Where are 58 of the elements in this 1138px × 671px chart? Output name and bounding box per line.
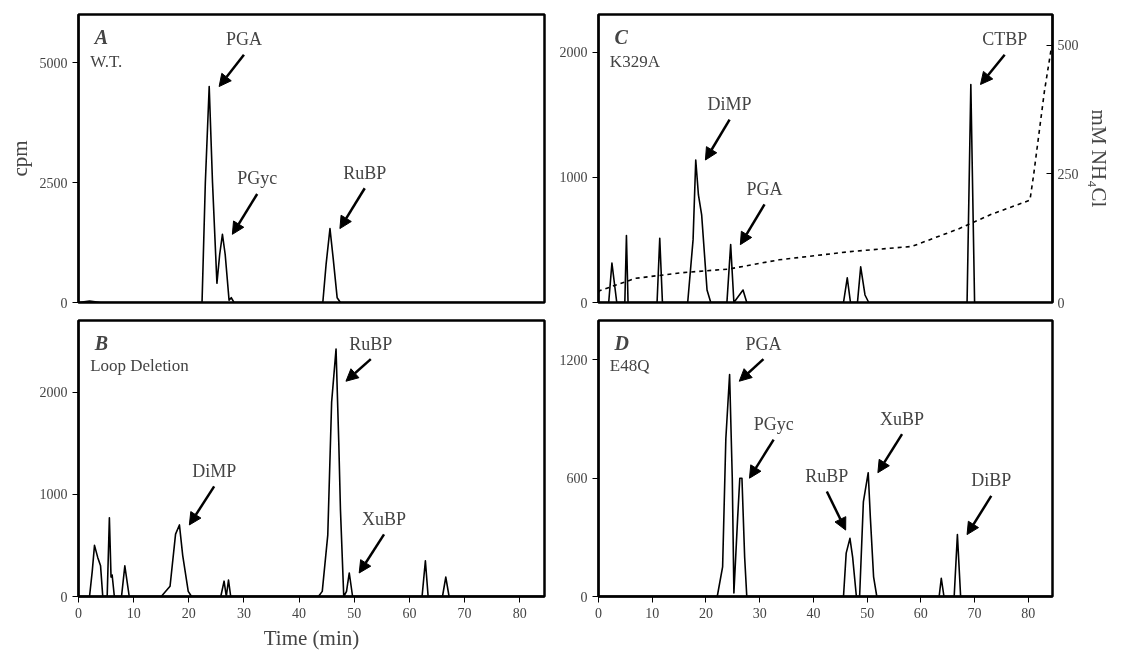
- annotation: PGA: [746, 178, 783, 199]
- x-tick-label: 70: [457, 605, 472, 621]
- x-tick-label: 60: [402, 605, 417, 621]
- y-tick-label: 0: [60, 295, 68, 311]
- x-tick-label: 40: [292, 605, 307, 621]
- x-tick-label: 10: [126, 605, 141, 621]
- annotation: XuBP: [362, 508, 407, 529]
- x-tick-label: 80: [512, 605, 527, 621]
- annotation: XuBP: [880, 408, 925, 429]
- text: W.T.: [90, 51, 123, 71]
- y2-tick-label: 250: [1057, 166, 1079, 182]
- x-tick-label: 0: [595, 605, 602, 621]
- x-tick-label: 40: [806, 605, 821, 621]
- x-tick-label: 80: [1021, 605, 1036, 621]
- text: Loop Deletion: [90, 356, 190, 376]
- x-tick-label: 50: [347, 605, 362, 621]
- annotation: PGA: [745, 333, 782, 354]
- y2-tick-label: 500: [1057, 38, 1079, 54]
- annotation: DiMP: [192, 460, 237, 481]
- y-tick-label: 2000: [39, 385, 68, 401]
- y-tick-label: 1000: [39, 487, 68, 503]
- annotation: DiBP: [971, 470, 1012, 491]
- y-tick-label: 0: [580, 589, 588, 605]
- y-tick-label: 5000: [39, 55, 68, 71]
- text: A: [92, 26, 109, 49]
- x-tick-label: 60: [913, 605, 928, 621]
- text: D: [613, 331, 629, 354]
- annotation: PGyc: [237, 168, 278, 189]
- text: C: [614, 26, 629, 49]
- x-tick-label: 20: [181, 605, 196, 621]
- text: B: [93, 331, 109, 354]
- annotation: RuBP: [349, 333, 393, 354]
- x-tick-label: 10: [645, 605, 660, 621]
- annotation: DiMP: [707, 93, 752, 114]
- y-tick-label: 0: [580, 295, 588, 311]
- text: K329A: [609, 51, 661, 71]
- y-tick-label: 1000: [559, 170, 588, 186]
- y-tick-label: 0: [60, 589, 68, 605]
- annotation: RuBP: [805, 465, 849, 486]
- y-tick-label: 600: [566, 471, 588, 487]
- text: E48Q: [609, 356, 650, 376]
- x-tick-label: 20: [698, 605, 713, 621]
- x-tick-label: 70: [967, 605, 982, 621]
- y-tick-label: 2500: [39, 175, 68, 191]
- x-tick-label: 30: [236, 605, 251, 621]
- y2-tick-label: 0: [1057, 295, 1065, 311]
- annotation: RuBP: [343, 162, 387, 183]
- annotation: PGA: [225, 29, 262, 50]
- annotation: PGyc: [753, 414, 794, 435]
- x-axis-title: Time (min): [263, 625, 360, 650]
- y-axis-title: cpm: [7, 140, 32, 177]
- y-tick-label: 2000: [559, 45, 588, 61]
- x-tick-label: 30: [752, 605, 767, 621]
- y-tick-label: 1200: [559, 352, 588, 368]
- y2-axis-title: mM NH₄Cl: [1086, 109, 1111, 208]
- annotation: CTBP: [982, 29, 1028, 50]
- x-tick-label: 50: [860, 605, 875, 621]
- x-tick-label: 0: [75, 605, 82, 621]
